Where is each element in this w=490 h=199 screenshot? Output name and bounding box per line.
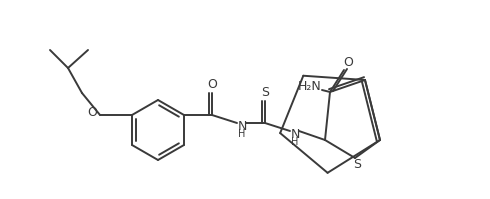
Text: O: O — [207, 78, 217, 92]
Text: H: H — [291, 137, 299, 147]
Text: S: S — [353, 158, 361, 172]
Text: N: N — [237, 121, 246, 134]
Text: H: H — [238, 129, 245, 139]
Text: N: N — [290, 129, 300, 141]
Text: O: O — [87, 106, 97, 120]
Text: O: O — [343, 57, 353, 69]
Text: H₂N: H₂N — [298, 81, 322, 94]
Text: S: S — [261, 87, 269, 100]
